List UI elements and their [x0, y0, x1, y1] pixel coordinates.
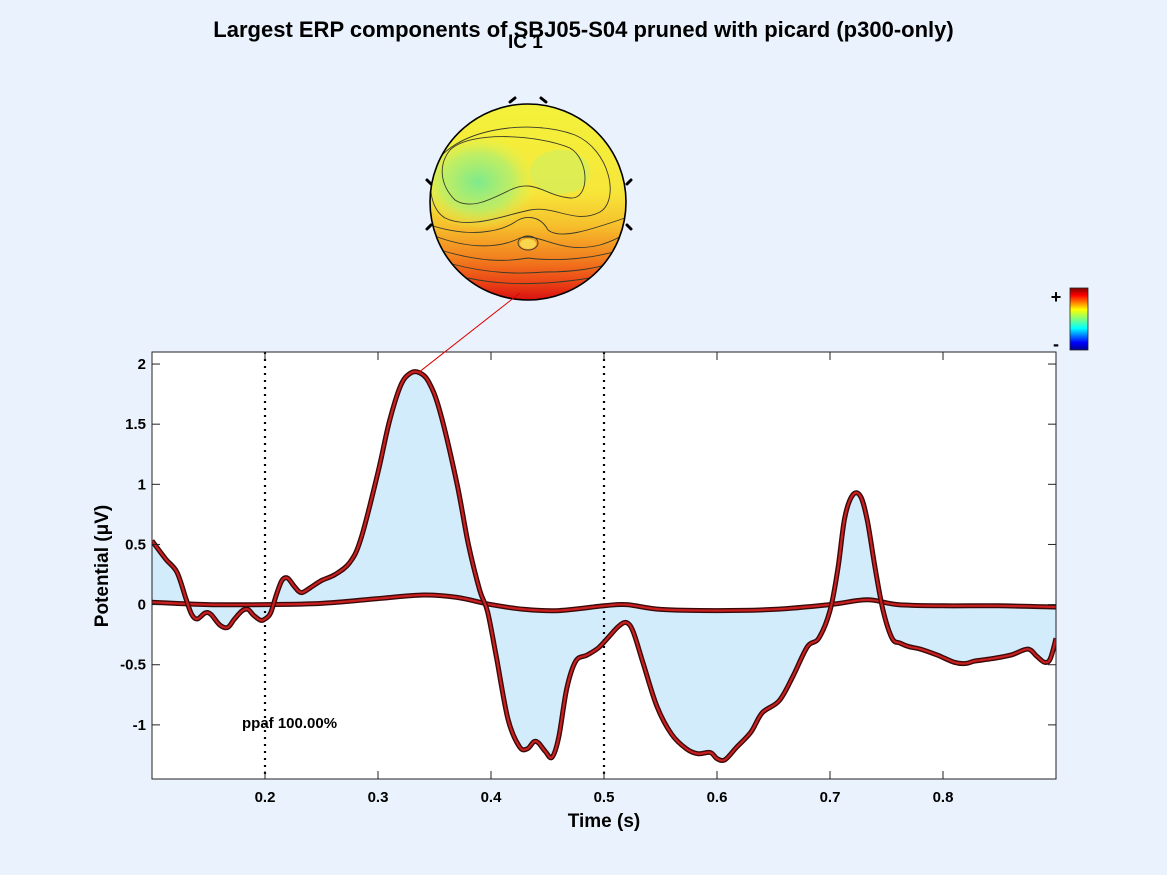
- y-tick-label: 1.5: [125, 416, 146, 433]
- y-tick-label: 0: [138, 597, 146, 614]
- y-tick-label: 1: [138, 476, 146, 493]
- contour-lines: [430, 126, 626, 285]
- x-tick-label: 0.8: [933, 789, 954, 806]
- y-tick-label: 0.5: [125, 536, 146, 553]
- colorbar: + -: [1051, 287, 1089, 354]
- figure-title: Largest ERP components of SBJ05-S04 prun…: [213, 17, 954, 42]
- x-tick-label: 0.3: [368, 789, 389, 806]
- nose-and-ears: [425, 96, 633, 231]
- y-axis-label: Potential (μV): [92, 505, 113, 627]
- erp-data-line: [152, 370, 1056, 762]
- topomap: [425, 96, 633, 301]
- x-tick-label: 0.5: [594, 789, 615, 806]
- x-tick-label: 0.7: [820, 789, 841, 806]
- x-tick-label: 0.4: [481, 789, 503, 806]
- component-annotation: ppaf 100.00%: [242, 715, 337, 732]
- y-tick-label: -1: [133, 717, 146, 734]
- y-tick-label: -0.5: [120, 657, 146, 674]
- topomap-connector-line: [418, 292, 521, 373]
- y-tick-label: 2: [138, 356, 146, 373]
- x-ticks: 0.2 0.3 0.4 0.5 0.6 0.7 0.8: [255, 352, 954, 806]
- topomap-label: IC 1: [508, 32, 543, 53]
- event-markers: [263, 352, 606, 779]
- x-tick-label: 0.2: [255, 789, 276, 806]
- erp-traces: [152, 369, 1056, 764]
- scalp-negative-region: [430, 134, 538, 230]
- erp-axes: 0.2 0.3 0.4 0.5 0.6 0.7 0.8 -1 -0.5 0 0.5 1 1.5 2 Ti…: [92, 351, 1057, 832]
- colorbar-minus: -: [1053, 334, 1059, 354]
- y-ticks: -1 -0.5 0 0.5 1 1.5 2: [120, 356, 1056, 734]
- colorbar-plus: +: [1051, 287, 1062, 307]
- head-outline: [429, 103, 627, 301]
- colorbar-gradient: [1069, 287, 1089, 351]
- x-tick-label: 0.6: [707, 789, 728, 806]
- component-envelope-line: [152, 593, 1056, 612]
- x-axis-label: Time (s): [568, 811, 641, 832]
